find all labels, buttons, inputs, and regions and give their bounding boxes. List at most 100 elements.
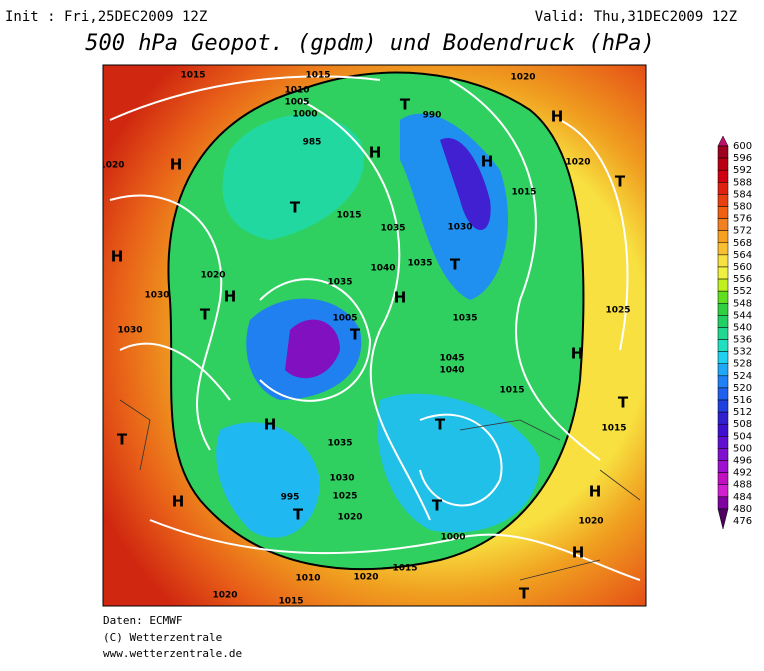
pressure-center: T (615, 173, 626, 191)
isobar-label: 1030 (447, 223, 472, 233)
pressure-center: H (369, 144, 382, 162)
colorbar-cell (717, 363, 729, 377)
isobar-label: 1020 (337, 513, 362, 523)
colorbar-cell (717, 169, 729, 183)
isobar-label: 995 (281, 493, 300, 503)
pressure-center: H (589, 483, 602, 501)
isobar-label: 985 (303, 138, 322, 148)
footer-copyright: (C) Wetterzentrale (103, 631, 222, 644)
colorbar-cell (717, 218, 729, 231)
colorbar-label: 600 (733, 141, 752, 152)
isobar-label: 1015 (601, 424, 626, 434)
isobar-label: 1015 (180, 71, 205, 81)
pressure-center: H (551, 108, 564, 126)
colorbar-cell (717, 254, 729, 268)
colorbar-label: 580 (733, 201, 752, 212)
isobar-label: 1030 (329, 474, 354, 484)
colorbar-label: 592 (733, 165, 752, 176)
init-time: Init : Fri,25DEC2009 12Z (5, 9, 207, 25)
colorbar-label: 548 (733, 298, 752, 309)
map: 1015 1015 1020 1010 1005 1000 990 T H H 985 H H 1020 1… (103, 65, 646, 607)
isobar-label: 1035 (327, 278, 352, 288)
colorbar-cell (717, 460, 729, 473)
isobar (109, 75, 641, 581)
colorbar-label: 524 (733, 371, 752, 382)
colorbar-label: 560 (733, 262, 752, 273)
colorbar-cell (717, 484, 729, 498)
isobar-label: 1025 (332, 492, 357, 502)
isobar-label: 1035 (452, 314, 477, 324)
colorbar-cell (717, 399, 729, 413)
colorbar-label: 588 (733, 177, 752, 188)
colorbar-cell (717, 472, 729, 485)
colorbar-label: 544 (733, 310, 752, 321)
colorbar-label: 568 (733, 238, 752, 249)
colorbar-label: 556 (733, 274, 752, 285)
colorbar-label: 492 (733, 468, 752, 479)
isobar-label: 1005 (284, 98, 309, 108)
colorbar-label: 480 (733, 504, 752, 515)
colorbar-label: 504 (733, 431, 752, 442)
isobar-label: 1030 (117, 326, 142, 336)
pressure-center: T (450, 256, 461, 274)
pressure-center: T (400, 96, 411, 114)
pressure-center: H (224, 288, 237, 306)
isobar-label: 1035 (380, 224, 405, 234)
isobar-label: 1015 (336, 211, 361, 221)
isobar-label: 1035 (327, 439, 352, 449)
colorbar-cell (717, 351, 729, 364)
colorbar-label: 484 (733, 492, 752, 503)
colorbar-label: 576 (733, 214, 752, 225)
colorbar-cell (717, 290, 729, 304)
coastline (119, 399, 641, 581)
isobar-label: 1015 (278, 597, 303, 607)
isobar-label: 1040 (370, 264, 395, 274)
colorbar-cell (717, 242, 729, 256)
colorbar-cell (717, 206, 729, 219)
colorbar-label: 536 (733, 335, 752, 346)
colorbar-label: 572 (733, 226, 752, 237)
isobar-label: 1020 (212, 591, 237, 601)
isobar-label: 1015 (305, 71, 330, 81)
pressure-center: T (290, 199, 301, 217)
colorbar-label: 516 (733, 395, 752, 406)
isobar-label: 1025 (605, 306, 630, 316)
isobar-label: 990 (423, 111, 442, 121)
map-title: 500 hPa Geopot. (gpdm) und Bodendruck (h… (85, 31, 655, 56)
pressure-center: H (170, 156, 183, 174)
colorbar-label: 520 (733, 383, 752, 394)
colorbar-cell (717, 303, 729, 316)
pressure-center: H (394, 289, 407, 307)
map-frame (102, 64, 647, 607)
pressure-center: H (111, 248, 124, 266)
isobar-label: 1045 (439, 354, 464, 364)
pressure-center: T (432, 497, 443, 515)
colorbar-cell (717, 157, 729, 171)
colorbar-cap (717, 135, 729, 147)
colorbar-label: 512 (733, 407, 752, 418)
colorbar-cap (717, 508, 729, 530)
colorbar-cell (717, 423, 729, 437)
colorbar-cell (717, 496, 729, 510)
colorbar-cell (717, 339, 729, 352)
pressure-center: T (293, 506, 304, 524)
pressure-center: H (572, 544, 585, 562)
isobar-label: 1000 (440, 533, 465, 543)
isobar-label: 1015 (511, 188, 536, 198)
isobar-label: 1020 (565, 158, 590, 168)
footer-url: www.wetterzentrale.de (103, 647, 242, 660)
isobar-label: 1010 (295, 574, 320, 584)
pressure-center: H (264, 416, 277, 434)
cyan-region (377, 393, 540, 533)
valid-time: Valid: Thu,31DEC2009 12Z (535, 9, 737, 25)
isobar-label: 1005 (332, 314, 357, 324)
isobar-label: 1035 (407, 259, 432, 269)
isobar-label: 1020 (353, 573, 378, 583)
colorbar-label: 540 (733, 322, 752, 333)
isobar-label: 1030 (144, 291, 169, 301)
colorbar-label: 496 (733, 456, 752, 467)
colorbar-label: 584 (733, 189, 752, 200)
pressure-center: H (172, 493, 185, 511)
purple-region (440, 138, 491, 230)
